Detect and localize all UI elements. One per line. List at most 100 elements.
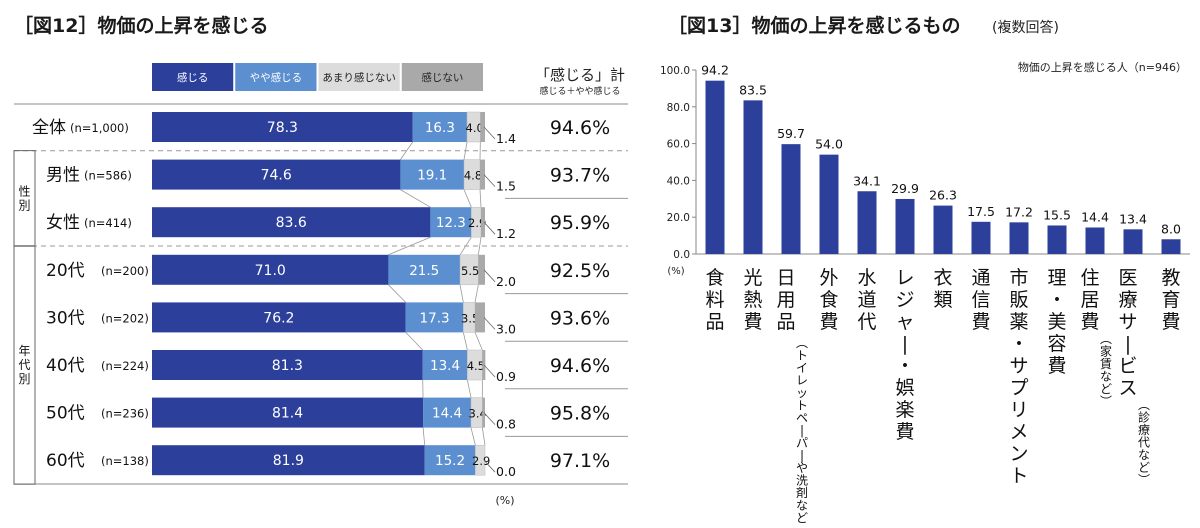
category-label: 容 (1047, 333, 1066, 355)
y-tick-label: 20.0 (667, 212, 690, 224)
category-label: ン (1009, 443, 1028, 465)
leader-line (484, 127, 495, 139)
total-value: 92.5% (550, 260, 610, 282)
leader-line (484, 270, 495, 282)
segment-connector (478, 237, 481, 255)
category-label: 楽 (895, 399, 914, 421)
segment-label: 4.5 (467, 359, 485, 373)
segment-connector (475, 332, 482, 350)
data-label: 94.2 (701, 63, 729, 78)
category-label: ・ (1009, 333, 1028, 355)
segment-connector (460, 237, 471, 255)
category-label: 費 (1161, 311, 1180, 333)
bar (1086, 228, 1105, 254)
segment-connector (406, 332, 423, 350)
leader-line (484, 317, 495, 329)
row-n: (n=1,000) (70, 121, 129, 135)
category-label: ビ (1118, 355, 1137, 377)
category-label: 代 (857, 311, 876, 333)
bar (1048, 225, 1067, 254)
segment-label: 13.4 (430, 358, 460, 374)
category-label: 費 (971, 311, 990, 333)
segment-label: 19.1 (417, 168, 447, 184)
data-label: 34.1 (853, 173, 881, 188)
row-n: (n=224) (101, 359, 149, 373)
segment-label: 1.2 (496, 226, 516, 241)
legend-label: やや感じる (250, 71, 303, 84)
category-label: 費 (819, 311, 838, 333)
segment-label: 14.4 (432, 406, 462, 422)
category-label: | (1125, 333, 1131, 355)
category-note: ︶ (1138, 473, 1150, 487)
category-label: 市 (1009, 267, 1028, 289)
data-label: 13.4 (1119, 211, 1147, 226)
bar (782, 144, 801, 254)
category-labels: 食料品光熱費日用品︵トイレットペ|パ|や洗剤など︶外食費水道代レジャ|・娯楽費衣… (705, 267, 1180, 524)
segment-label: 4.8 (464, 169, 482, 183)
bar (934, 206, 953, 254)
category-note: ︶ (1100, 395, 1112, 409)
data-label: 59.7 (777, 126, 805, 141)
category-label: 道 (857, 289, 876, 311)
category-label: メ (1009, 421, 1028, 443)
data-label: 8.0 (1161, 221, 1181, 236)
data-label: 29.9 (891, 181, 919, 196)
legend-label: 感じない (421, 71, 463, 84)
category-label: 費 (1080, 311, 1099, 333)
bar (1010, 222, 1029, 254)
category-label: 娯 (895, 377, 914, 399)
category-label: 水 (857, 267, 876, 289)
category-label: 料 (705, 289, 724, 311)
data-label: 14.4 (1081, 210, 1109, 225)
row-label: 男性 (46, 166, 80, 186)
category-label: 住 (1080, 267, 1099, 289)
data-label: 17.2 (1005, 204, 1033, 219)
segment-label: 0.0 (496, 464, 516, 479)
segment-label: 12.3 (436, 215, 466, 231)
category-label: 食 (705, 267, 724, 289)
figure-13-note: 物価の上昇を感じる人（n=946） (1018, 60, 1187, 74)
row-n: (n=200) (101, 264, 149, 278)
category-label: 理 (1047, 267, 1066, 289)
y-tick-label: 40.0 (667, 175, 690, 187)
y-tick-label: 80.0 (667, 102, 690, 114)
y-tick-label: 60.0 (667, 139, 690, 151)
segment-label: 81.4 (272, 406, 303, 422)
row-label: 30代 (46, 308, 85, 328)
category-label: 教 (1161, 267, 1180, 289)
data-label: 83.5 (739, 82, 767, 97)
total-value: 93.6% (550, 307, 610, 329)
category-label: 費 (895, 421, 914, 443)
segment-label: 74.6 (261, 168, 292, 184)
leader-line (484, 175, 495, 187)
y-tick-label: 100.0 (660, 65, 690, 77)
category-label: サ (1009, 355, 1028, 377)
category-label: 居 (1080, 289, 1099, 311)
bar (858, 191, 877, 254)
segment-label: 2.9 (472, 454, 490, 468)
category-label: 熱 (743, 289, 762, 311)
y-tick-label: 0.0 (673, 249, 690, 261)
unit-label: (%) (495, 494, 514, 507)
data-label: 15.5 (1043, 207, 1071, 222)
segment-connector (464, 190, 471, 208)
category-label: ャ (895, 311, 914, 333)
figure-13: ［図13］物価の上昇を感じるもの (複数回答) 物価の上昇を感じる人（n=946… (660, 14, 1190, 524)
segment-label: 16.3 (425, 120, 455, 136)
segment-label: 2.0 (496, 274, 516, 289)
segment-label: 76.2 (263, 310, 294, 326)
bar (1162, 239, 1181, 254)
category-label: ジ (895, 289, 914, 311)
segment-connector (463, 332, 467, 350)
segment-connector (400, 190, 430, 208)
group-label: 性 (18, 184, 30, 198)
total-value: 97.1% (550, 450, 610, 472)
figure-13-subtitle: (複数回答) (992, 19, 1059, 36)
row-n: (n=138) (101, 454, 149, 468)
category-label: 費 (1047, 355, 1066, 377)
data-label: 54.0 (815, 137, 843, 152)
category-label: ス (1118, 377, 1137, 399)
